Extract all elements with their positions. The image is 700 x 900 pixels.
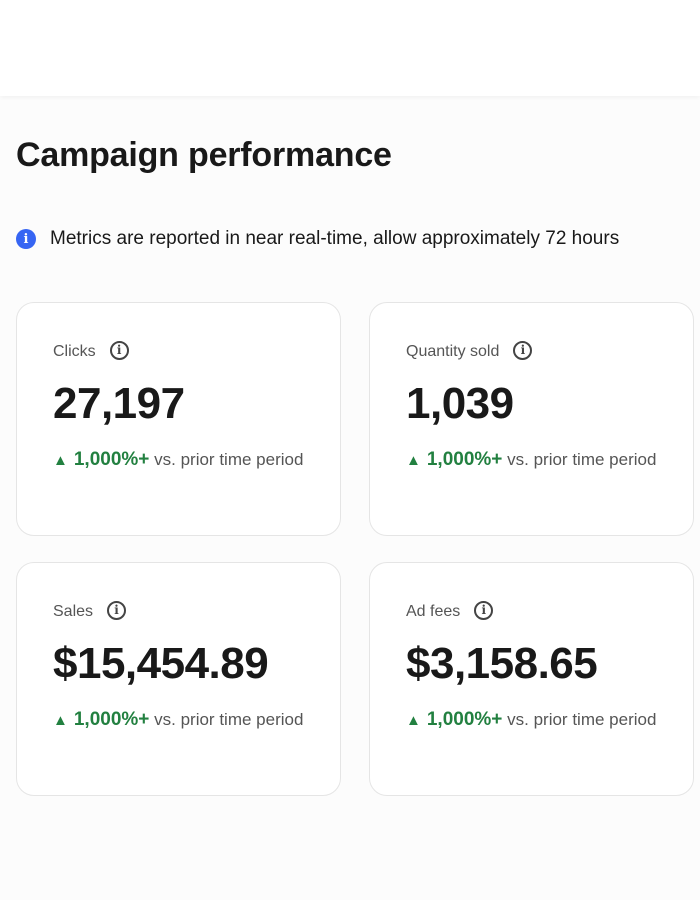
metric-card-sales: Sales i $15,454.89 ▲ 1,000%+ vs. prior tim… <box>16 562 341 796</box>
info-filled-icon: i <box>16 229 36 249</box>
page-title: Campaign performance <box>16 136 392 174</box>
metric-value: $3,158.65 <box>406 639 598 688</box>
metric-label: Sales <box>53 603 94 620</box>
arrow-up-icon: ▲ <box>53 452 68 469</box>
metric-card-ad-fees: Ad fees i $3,158.65 ▲ 1,000%+ vs. prior ti… <box>369 562 694 796</box>
metric-value: 27,197 <box>53 379 185 428</box>
change-percent: 1,000%+ <box>426 449 503 470</box>
change-suffix: vs. prior time period <box>154 710 304 729</box>
change-percent: 1,000%+ <box>73 709 150 730</box>
realtime-notice: i Metrics are reported in near real-time… <box>16 228 619 250</box>
info-icon[interactable]: i <box>107 600 127 620</box>
change-percent: 1,000%+ <box>426 709 503 730</box>
arrow-up-icon: ▲ <box>406 452 421 469</box>
metric-card-clicks: Clicks i 27,197 ▲ 1,000%+ vs. prior time p… <box>16 302 341 536</box>
info-icon[interactable]: i <box>474 600 494 620</box>
metric-label: Ad fees <box>406 603 461 620</box>
metric-change: ▲ 1,000%+ vs. prior time period <box>406 705 666 736</box>
metric-change: ▲ 1,000%+ vs. prior time period <box>53 705 313 736</box>
metric-card-quantity-sold: Quantity sold i 1,039 ▲ 1,000%+ vs. prior … <box>369 302 694 536</box>
top-header-bar <box>0 0 700 96</box>
info-icon[interactable]: i <box>513 340 533 360</box>
change-suffix: vs. prior time period <box>507 450 657 469</box>
notice-text: Metrics are reported in near real-time, … <box>50 228 620 249</box>
metric-value: 1,039 <box>406 379 514 428</box>
metric-change: ▲ 1,000%+ vs. prior time period <box>53 445 313 476</box>
change-suffix: vs. prior time period <box>154 450 304 469</box>
metric-value: $15,454.89 <box>53 639 269 688</box>
metric-change: ▲ 1,000%+ vs. prior time period <box>406 445 666 476</box>
change-suffix: vs. prior time period <box>507 710 657 729</box>
arrow-up-icon: ▲ <box>406 712 421 729</box>
metric-label: Quantity sold <box>406 343 500 360</box>
info-icon[interactable]: i <box>109 340 129 360</box>
arrow-up-icon: ▲ <box>53 712 68 729</box>
change-percent: 1,000%+ <box>73 449 150 470</box>
metric-label: Clicks <box>53 343 96 360</box>
